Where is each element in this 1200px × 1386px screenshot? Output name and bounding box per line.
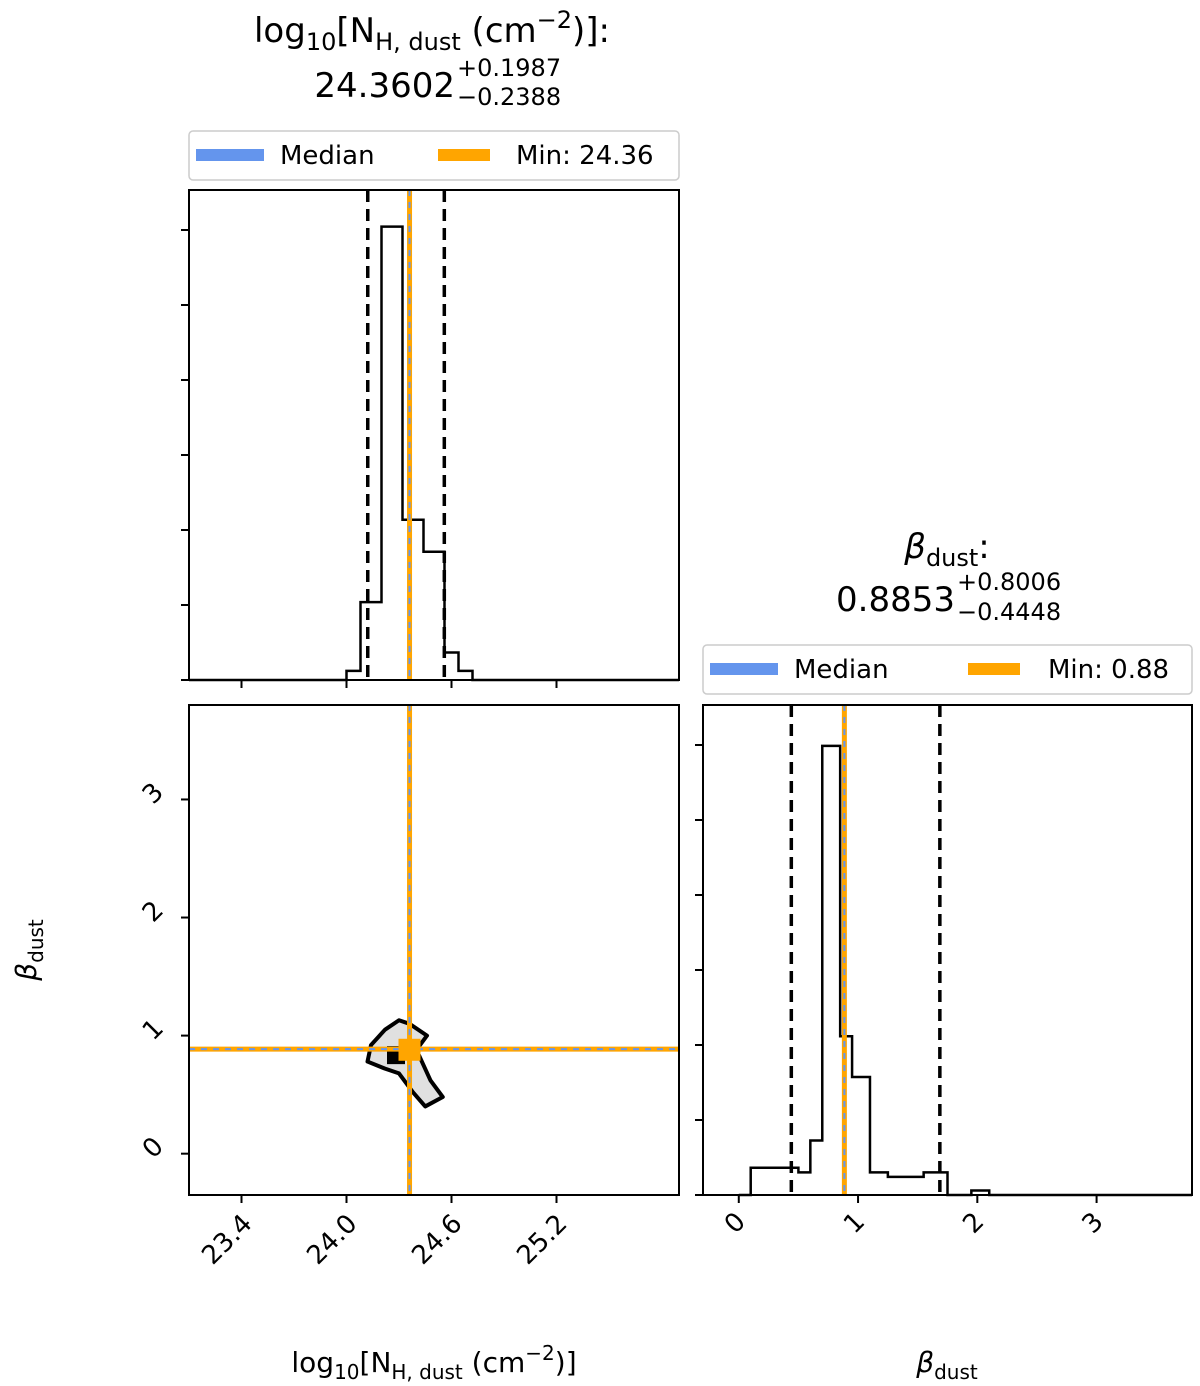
beta-x-tick-label-3: 3	[1077, 1207, 1110, 1240]
joint-y-tick-label-0: 0	[137, 1132, 170, 1165]
nh-legend-frame	[188, 130, 680, 181]
nh-x-axis-label: log10[NH, dust (cm−2)]	[291, 1341, 576, 1384]
joint-x-tick-label-2: 24.6	[406, 1209, 468, 1271]
nh-legend-min-label: Min: 24.36	[516, 141, 654, 171]
nh-title-minus: −0.2388	[457, 83, 561, 111]
beta-legend-median-label: Median	[794, 655, 889, 685]
joint-x-tick-label-1: 24.0	[301, 1209, 363, 1271]
joint-contour	[365, 1018, 445, 1109]
beta-marginal-histogram: 0 1 2 3	[695, 704, 1193, 1240]
beta-x-tick-label-0: 0	[719, 1207, 752, 1240]
nh-frame	[188, 189, 680, 681]
beta-frame	[702, 704, 1193, 1196]
beta-title: βdust: 0.8853 +0.8006 −0.4448	[836, 527, 1061, 626]
beta-title-name: βdust:	[903, 527, 990, 572]
nh-title-value: 24.3602	[314, 66, 455, 106]
beta-legend-frame	[702, 644, 1193, 695]
joint-x-tick-label-0: 23.4	[196, 1209, 258, 1271]
nh-title-plus: +0.1987	[457, 54, 561, 82]
nh-title-name: log10[NH, dust (cm−2)]:	[254, 6, 610, 56]
joint-y-tick-label-1: 1	[137, 1013, 170, 1046]
nh-title: log10[NH, dust (cm−2)]: 24.3602 +0.1987 …	[254, 6, 610, 111]
joint-y-tick-label-2: 2	[137, 895, 170, 928]
beta-x-tick-label-2: 2	[957, 1207, 990, 1240]
joint-min-marker	[398, 1038, 421, 1061]
beta-title-value: 0.8853	[836, 580, 955, 620]
nh-legend-median-label: Median	[280, 141, 375, 171]
beta-x-tick-label-1: 1	[838, 1207, 871, 1240]
joint-x-tick-label-3: 25.2	[511, 1209, 573, 1271]
nh-histogram-step	[189, 225, 679, 682]
joint-frame	[188, 704, 680, 1196]
joint-y-tick-label-3: 3	[137, 777, 170, 810]
beta-histogram-step	[738, 744, 1192, 1197]
nh-marginal-histogram	[181, 189, 680, 688]
beta-x-axis-label: βdust	[915, 1346, 978, 1384]
beta-legend-min-label: Min: 0.88	[1048, 655, 1169, 685]
beta-legend: Median Min: 0.88	[702, 644, 1193, 695]
nh-legend: Median Min: 24.36	[188, 130, 680, 181]
beta-y-axis-label: βdust	[10, 919, 48, 982]
joint-contour-panel: 23.4 24.0 24.6 25.2 0 1 2 3	[137, 704, 680, 1271]
beta-title-minus: −0.4448	[957, 598, 1061, 626]
beta-title-plus: +0.8006	[957, 568, 1061, 596]
